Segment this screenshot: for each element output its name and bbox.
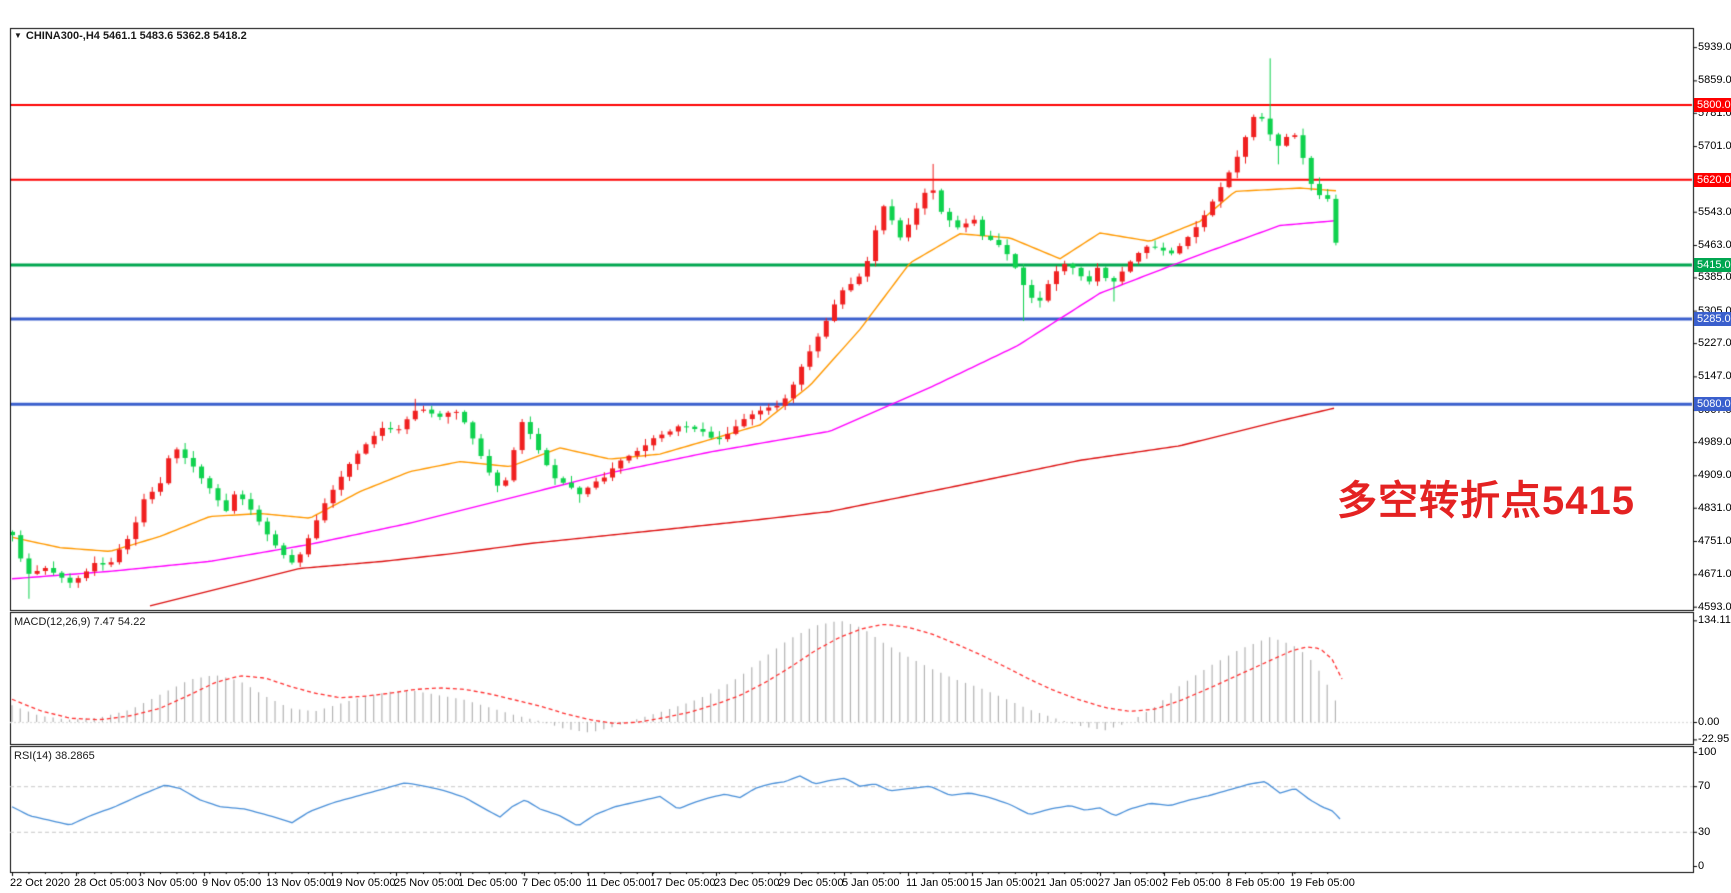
mt4-window: F A T ⤢ ▼ M1M5M15M30H1H4D1W1MN ▼CHINA300… — [0, 0, 1731, 893]
chart-canvas[interactable] — [0, 0, 1731, 893]
